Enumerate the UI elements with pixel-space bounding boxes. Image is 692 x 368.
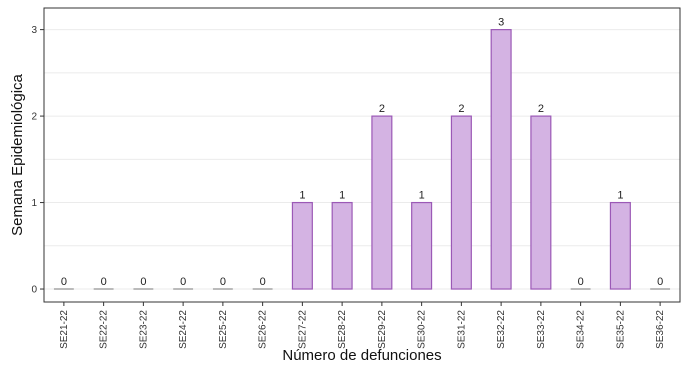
data-label: 0 — [101, 276, 107, 288]
x-tick-label: SE31-22 — [456, 310, 467, 349]
y-tick-label: 2 — [31, 112, 37, 123]
bar — [609, 201, 631, 290]
data-label: 2 — [458, 103, 464, 115]
x-tick-label: SE21-22 — [59, 310, 70, 349]
y-tick-label: 1 — [31, 198, 37, 209]
x-axis-title: Número de defunciones — [282, 347, 441, 364]
x-tick-label: SE30-22 — [417, 310, 428, 349]
bar — [530, 115, 552, 290]
bar — [331, 201, 353, 290]
data-label: 2 — [538, 103, 544, 115]
bars — [53, 29, 671, 291]
bar — [371, 115, 393, 290]
bar — [411, 201, 433, 290]
data-label: 0 — [220, 276, 226, 288]
x-tick-label: SE22-22 — [99, 310, 110, 349]
data-label: 3 — [498, 17, 504, 29]
plot-panel-border — [43, 7, 681, 303]
y-tick-label: 0 — [31, 285, 37, 296]
bar — [490, 29, 512, 290]
data-label: 0 — [578, 276, 584, 288]
x-tick-label: SE27-22 — [297, 310, 308, 349]
x-tick-label: SE26-22 — [258, 310, 269, 349]
bar — [291, 201, 313, 290]
x-tick-label: SE32-22 — [496, 310, 507, 349]
x-tick-label: SE29-22 — [377, 310, 388, 349]
data-label: 0 — [61, 276, 67, 288]
data-label: 2 — [379, 103, 385, 115]
y-axis-title: Semana Epidemiológica — [9, 73, 26, 235]
x-tick-label: SE24-22 — [178, 310, 189, 349]
x-axis: SE21-22 SE22-22 SE23-22 SE24-22 SE25-22 SE26-… — [59, 302, 666, 349]
x-tick-label: SE35-22 — [615, 310, 626, 349]
x-tick-label: SE33-22 — [536, 310, 547, 349]
x-tick-label: SE34-22 — [576, 310, 587, 349]
data-label: 1 — [419, 190, 425, 202]
x-tick-label: SE36-22 — [655, 310, 666, 349]
data-label: 1 — [299, 190, 305, 202]
x-tick-label: SE28-22 — [337, 310, 348, 349]
y-tick-label: 3 — [31, 25, 37, 36]
data-label: 1 — [617, 190, 623, 202]
data-label: 1 — [339, 190, 345, 202]
data-label: 0 — [657, 276, 663, 288]
bar — [450, 115, 472, 290]
data-label: 0 — [260, 276, 266, 288]
data-labels: 0 0 0 0 0 0 1 1 2 1 2 3 2 0 1 0 — [61, 17, 663, 288]
y-axis: 0 1 2 3 — [31, 25, 44, 296]
data-label: 0 — [140, 276, 146, 288]
x-tick-label: SE25-22 — [218, 310, 229, 349]
data-label: 0 — [180, 276, 186, 288]
x-tick-label: SE23-22 — [138, 310, 149, 349]
